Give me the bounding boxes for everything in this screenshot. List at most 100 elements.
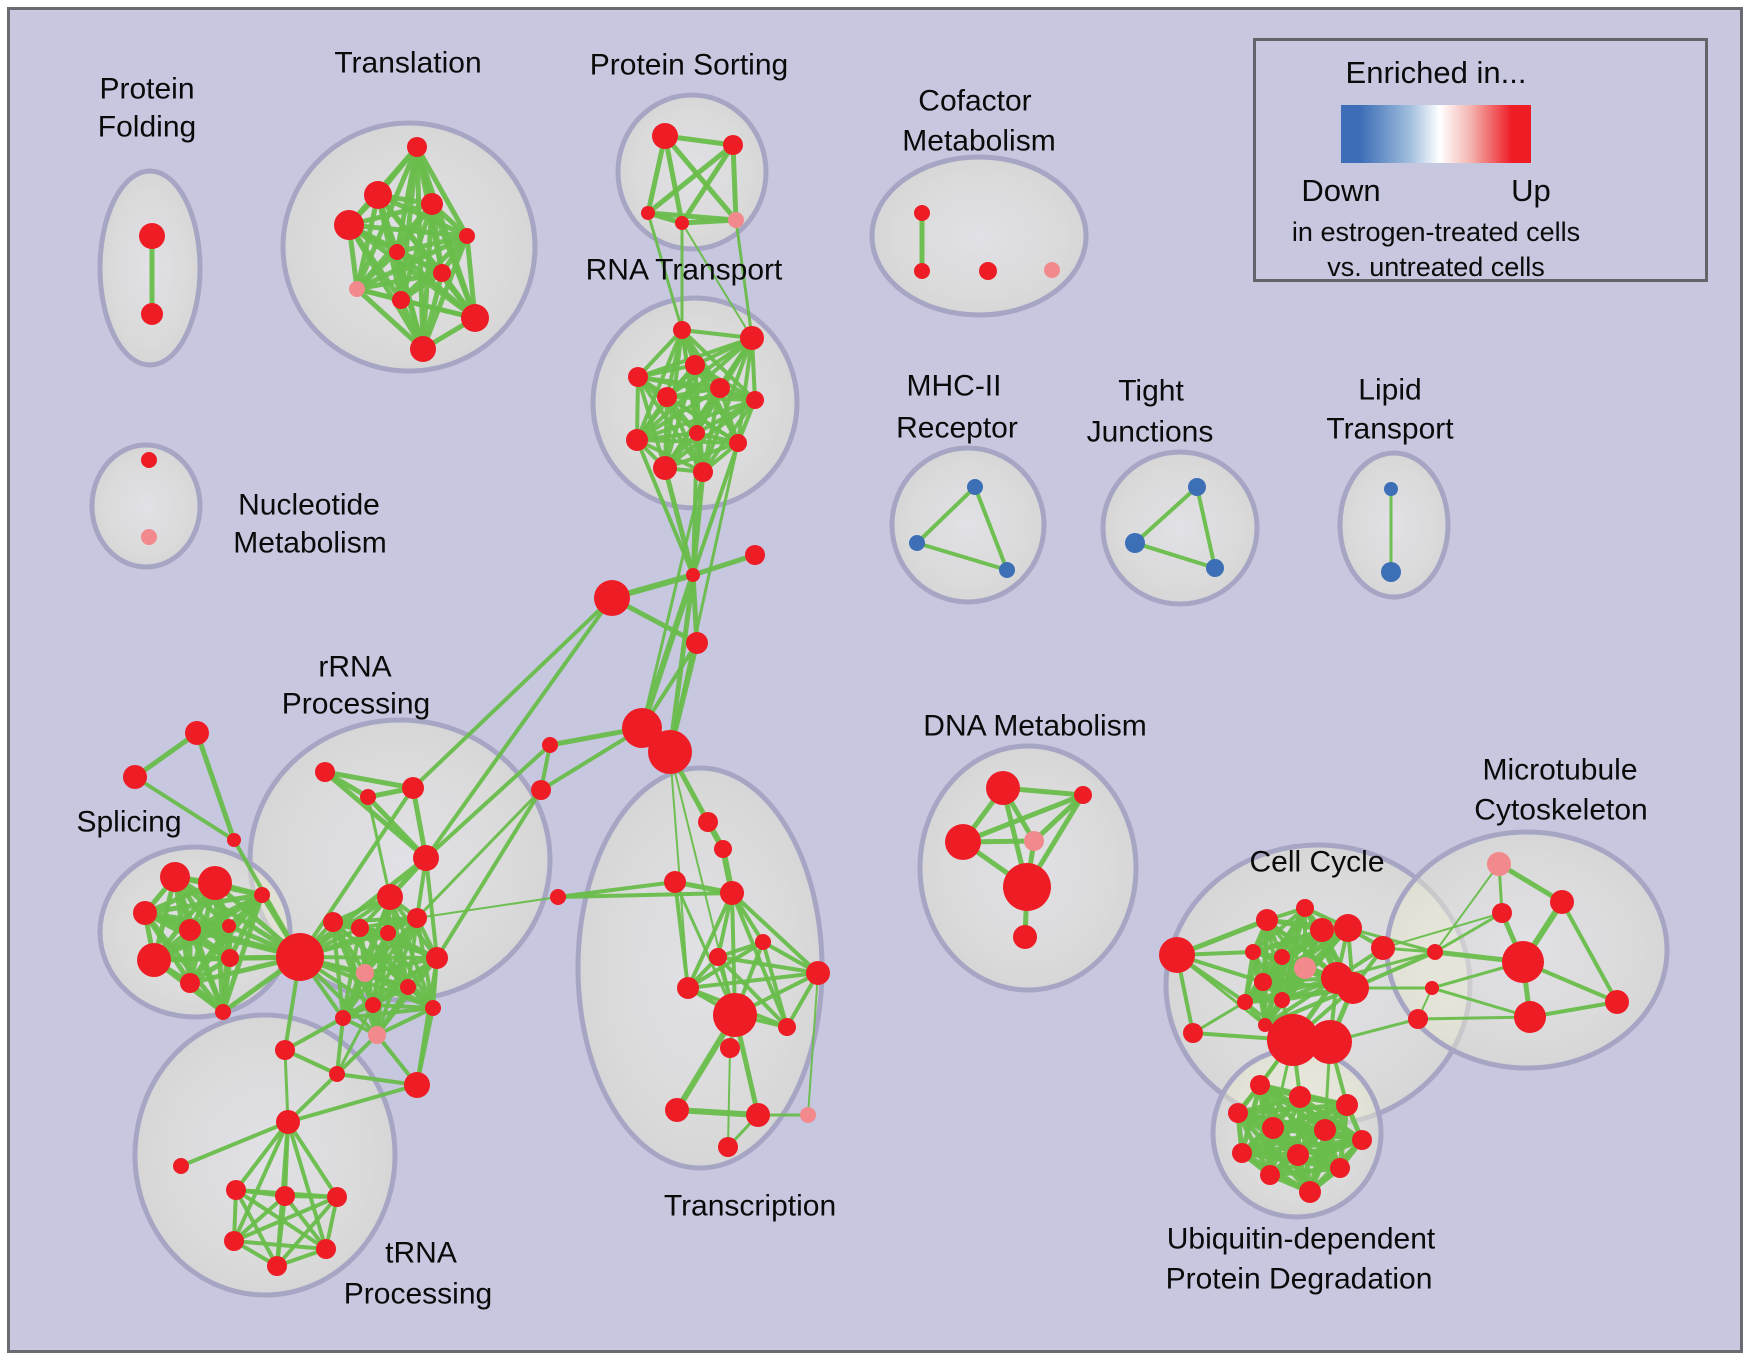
gene-set-node-sp7[interactable]	[180, 973, 200, 993]
gene-set-node-tr1[interactable]	[185, 721, 209, 745]
gene-set-node-rr1[interactable]	[315, 762, 335, 782]
gene-set-node-sp6[interactable]	[137, 943, 171, 977]
gene-set-node-ub10[interactable]	[1330, 1158, 1350, 1178]
gene-set-node-t2[interactable]	[364, 181, 392, 209]
gene-set-node-cc10[interactable]	[1254, 973, 1272, 991]
gene-set-node-mt6[interactable]	[1605, 990, 1629, 1014]
gene-set-node-rt3[interactable]	[685, 355, 705, 375]
gene-set-node-tr2[interactable]	[123, 765, 147, 789]
gene-set-node-t6[interactable]	[389, 244, 405, 260]
gene-set-node-dm4[interactable]	[1024, 831, 1044, 851]
gene-set-node-tc12[interactable]	[746, 1103, 770, 1127]
gene-set-node-mh1[interactable]	[967, 479, 983, 495]
gene-set-node-ps3[interactable]	[641, 206, 655, 220]
gene-set-node-mj1[interactable]	[1427, 944, 1443, 960]
gene-set-node-R0[interactable]	[276, 933, 324, 981]
gene-set-node-ps2[interactable]	[723, 135, 743, 155]
gene-set-node-cc4[interactable]	[1296, 899, 1314, 917]
gene-set-node-dm1[interactable]	[986, 771, 1020, 805]
gene-set-node-t3[interactable]	[421, 193, 443, 215]
gene-set-node-rt6[interactable]	[710, 378, 730, 398]
gene-set-node-cm2[interactable]	[914, 263, 930, 279]
gene-set-node-rr10[interactable]	[351, 919, 369, 937]
gene-set-node-t5[interactable]	[459, 228, 475, 244]
gene-set-node-rt12[interactable]	[693, 462, 713, 482]
gene-set-node-sp2[interactable]	[198, 866, 232, 900]
gene-set-node-mt1[interactable]	[1487, 852, 1511, 876]
gene-set-node-tj2[interactable]	[1125, 533, 1145, 553]
gene-set-node-tc3[interactable]	[720, 881, 744, 905]
gene-set-node-b2[interactable]	[745, 545, 765, 565]
gene-set-node-rr22[interactable]	[404, 1072, 430, 1098]
gene-set-node-cc14[interactable]	[1274, 992, 1290, 1008]
gene-set-node-tc6[interactable]	[806, 961, 830, 985]
gene-set-node-ub4[interactable]	[1228, 1103, 1248, 1123]
gene-set-node-t4[interactable]	[334, 210, 364, 240]
gene-set-node-rr25[interactable]	[531, 780, 551, 800]
gene-set-node-rt9[interactable]	[689, 425, 705, 441]
gene-set-node-rt4[interactable]	[628, 367, 648, 387]
gene-set-node-tc10[interactable]	[720, 1038, 740, 1058]
gene-set-node-h1[interactable]	[622, 708, 662, 748]
gene-set-node-mt5[interactable]	[1514, 1001, 1546, 1033]
gene-set-node-cc18[interactable]	[1308, 1020, 1352, 1064]
gene-set-node-dm3[interactable]	[945, 824, 981, 860]
gene-set-node-rr11[interactable]	[380, 925, 396, 941]
gene-set-node-t7[interactable]	[433, 264, 451, 282]
gene-set-node-lt1[interactable]	[1384, 482, 1398, 496]
gene-set-node-rr3[interactable]	[402, 777, 424, 799]
gene-set-node-rt2[interactable]	[740, 326, 764, 350]
gene-set-node-dm5[interactable]	[1003, 863, 1051, 911]
gene-set-node-cc15[interactable]	[1258, 1018, 1272, 1032]
gene-set-node-rt10[interactable]	[729, 434, 747, 452]
gene-set-node-b3[interactable]	[594, 580, 630, 616]
gene-set-node-tn3[interactable]	[327, 1187, 347, 1207]
gene-set-node-t11[interactable]	[410, 336, 436, 362]
gene-set-node-rr16[interactable]	[365, 997, 381, 1013]
gene-set-node-tc0[interactable]	[550, 889, 566, 905]
gene-set-node-ub1[interactable]	[1250, 1075, 1270, 1095]
gene-set-node-rr19[interactable]	[368, 1026, 386, 1044]
gene-set-node-rt11[interactable]	[653, 456, 677, 480]
gene-set-node-tn5[interactable]	[316, 1239, 336, 1259]
gene-set-node-t8[interactable]	[349, 281, 365, 297]
gene-set-node-tn1[interactable]	[226, 1180, 246, 1200]
gene-set-node-rr24[interactable]	[542, 737, 558, 753]
gene-set-node-dm2[interactable]	[1074, 786, 1092, 804]
gene-set-node-ub9[interactable]	[1287, 1144, 1309, 1166]
gene-set-node-tr3[interactable]	[227, 833, 241, 847]
gene-set-node-rr12[interactable]	[407, 908, 427, 928]
gene-set-node-mj2[interactable]	[1425, 981, 1439, 995]
gene-set-node-tca[interactable]	[698, 812, 718, 832]
gene-set-node-ps4[interactable]	[675, 216, 689, 230]
gene-set-node-sp9[interactable]	[221, 949, 239, 967]
gene-set-node-rr2[interactable]	[360, 789, 376, 805]
gene-set-node-ub3[interactable]	[1336, 1094, 1358, 1116]
gene-set-node-ub6[interactable]	[1314, 1119, 1336, 1141]
gene-set-node-sp10[interactable]	[215, 1004, 231, 1020]
gene-set-node-rt7[interactable]	[746, 391, 764, 409]
gene-set-node-cc6[interactable]	[1334, 914, 1362, 942]
gene-set-node-tc11[interactable]	[665, 1098, 689, 1122]
gene-set-node-t10[interactable]	[461, 304, 489, 332]
gene-set-node-rr15[interactable]	[400, 979, 416, 995]
gene-set-node-cc7[interactable]	[1245, 944, 1261, 960]
gene-set-node-sp4[interactable]	[179, 919, 201, 941]
gene-set-node-tc14[interactable]	[718, 1137, 738, 1157]
gene-set-node-tn0[interactable]	[173, 1158, 189, 1174]
gene-set-node-cc3[interactable]	[1256, 909, 1278, 931]
gene-set-node-t9[interactable]	[392, 291, 410, 309]
gene-set-node-rr17[interactable]	[425, 1000, 441, 1016]
gene-set-node-cc8[interactable]	[1274, 949, 1290, 965]
gene-set-node-cc9[interactable]	[1294, 957, 1316, 979]
gene-set-node-ub5[interactable]	[1262, 1117, 1284, 1139]
gene-set-node-sp1[interactable]	[160, 862, 190, 892]
gene-set-node-sp8[interactable]	[254, 887, 270, 903]
gene-set-node-b4[interactable]	[686, 632, 708, 654]
gene-set-node-ub2[interactable]	[1289, 1086, 1311, 1108]
gene-set-node-nm2[interactable]	[141, 529, 157, 545]
gene-set-node-mh2[interactable]	[909, 535, 925, 551]
gene-set-node-tc9[interactable]	[778, 1018, 796, 1036]
gene-set-node-rr20[interactable]	[275, 1040, 295, 1060]
gene-set-node-b1[interactable]	[686, 568, 700, 582]
